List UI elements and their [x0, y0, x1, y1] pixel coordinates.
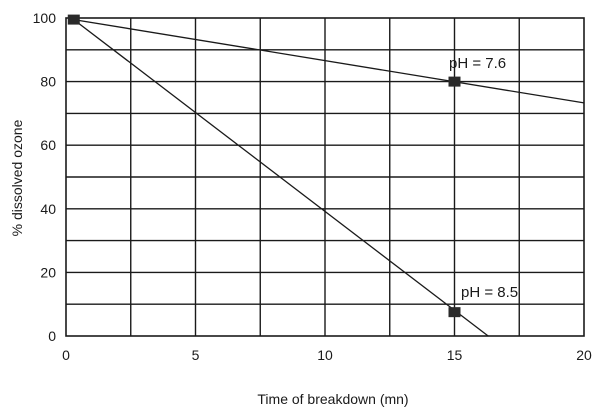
- y-tick-label: 40: [40, 201, 56, 217]
- x-axis-label: Time of breakdown (mn): [257, 391, 408, 407]
- y-tick-label: 80: [40, 74, 56, 90]
- y-tick-label: 0: [48, 328, 56, 344]
- plot-frame: [65, 17, 585, 337]
- series-label-ph-8-5: pH = 8.5: [461, 284, 518, 301]
- series-line-1: [73, 19, 489, 337]
- grid: [66, 18, 584, 336]
- data-point-marker: [448, 307, 461, 318]
- y-tick-label: 100: [33, 10, 57, 26]
- x-tick-labels: 0 5 10 15 20: [62, 347, 592, 363]
- y-tick-label: 20: [40, 264, 56, 280]
- plot-border: [65, 17, 585, 337]
- data-point-marker: [448, 76, 461, 87]
- y-tick-labels: 0 20 40 60 80 100: [33, 10, 57, 344]
- data-point-marker: [67, 14, 80, 25]
- x-tick-label: 0: [62, 347, 70, 363]
- series-markers: [67, 14, 461, 318]
- series-lines: [73, 18, 585, 337]
- y-tick-label: 60: [40, 137, 56, 153]
- x-tick-label: 20: [576, 347, 592, 363]
- series-line-0: [73, 18, 585, 104]
- x-tick-label: 5: [192, 347, 200, 363]
- x-tick-label: 10: [317, 347, 333, 363]
- x-tick-label: 15: [447, 347, 463, 363]
- y-axis-label: % dissolved ozone: [9, 119, 25, 236]
- series-label-ph-7-6: pH = 7.6: [449, 55, 506, 72]
